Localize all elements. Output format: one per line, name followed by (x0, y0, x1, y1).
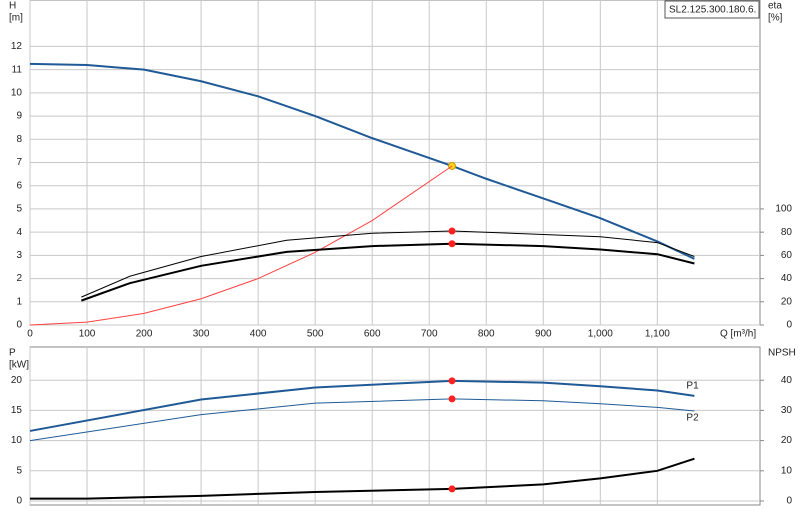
x-tick-label: 300 (193, 329, 210, 340)
y-tick-label: 2 (16, 273, 22, 284)
x-tick-label: 600 (364, 329, 381, 340)
y-tick-label: 10 (11, 87, 23, 98)
y2-tick-label: 30 (781, 405, 793, 416)
y-tick-label: 9 (16, 111, 22, 122)
duty-point (448, 227, 456, 235)
x-tick-label: 700 (421, 329, 438, 340)
y2-axis-label: eta (768, 1, 782, 12)
y-tick-label: 12 (11, 41, 23, 52)
curve (29, 398, 695, 442)
y-tick-label: 15 (11, 405, 23, 416)
y2-tick-label: 10 (781, 465, 793, 476)
x-tick-label: 0 (27, 329, 33, 340)
x-tick-label: 200 (136, 329, 153, 340)
curve (80, 242, 695, 302)
x-tick-label: 900 (535, 329, 552, 340)
x-tick-label: 500 (307, 329, 324, 340)
y-tick-label: 0 (16, 320, 22, 331)
y-axis-label: P (9, 348, 16, 359)
y-axis-unit: [kW] (9, 360, 29, 371)
y2-axis-label: NPSH (768, 348, 796, 359)
y2-tick-label: 40 (781, 375, 793, 386)
y-tick-label: 10 (11, 435, 23, 446)
y-tick-label: 3 (16, 250, 22, 261)
y2-tick-label: 0 (786, 496, 792, 507)
duty-point (448, 240, 456, 248)
curve (81, 230, 695, 298)
curve (29, 62, 695, 260)
y2-tick-label: 60 (781, 250, 793, 261)
y2-tick-label: 40 (781, 273, 793, 284)
curve (29, 379, 695, 432)
duty-point (448, 485, 456, 493)
duty-point (448, 377, 456, 385)
curve (29, 165, 453, 326)
y2-tick-label: 20 (781, 435, 793, 446)
y-tick-label: 20 (11, 375, 23, 386)
x-tick-label: 100 (79, 329, 96, 340)
y2-tick-label: 0 (786, 320, 792, 331)
y-axis-label: H (9, 1, 16, 12)
duty-point (448, 395, 456, 403)
y-tick-label: 0 (16, 496, 22, 507)
x-tick-label: 800 (478, 329, 495, 340)
y2-axis-unit: [%] (768, 13, 783, 24)
title-box (664, 0, 760, 19)
x-tick-label: 400 (250, 329, 267, 340)
y-tick-label: 4 (16, 227, 22, 238)
y-tick-label: 5 (16, 204, 22, 215)
chart-title: SL2.125.300.180.6. (669, 5, 756, 16)
y-tick-label: 8 (16, 134, 22, 145)
x-axis-label: Q [m³/h] (720, 329, 756, 340)
series-label: P1 (686, 381, 699, 392)
series-label: P2 (686, 413, 699, 424)
x-tick-label: 1,000 (588, 329, 613, 340)
y-tick-label: 7 (16, 157, 22, 168)
y2-tick-label: 20 (781, 296, 793, 307)
x-tick-label: 1,100 (645, 329, 670, 340)
y-tick-label: 6 (16, 180, 22, 191)
y-tick-label: 5 (16, 465, 22, 476)
y-tick-label: 11 (12, 64, 23, 75)
y-tick-label: 1 (16, 296, 22, 307)
y2-tick-label: 100 (775, 204, 792, 215)
y2-tick-label: 80 (781, 227, 793, 238)
y-axis-unit: [m] (9, 13, 23, 24)
